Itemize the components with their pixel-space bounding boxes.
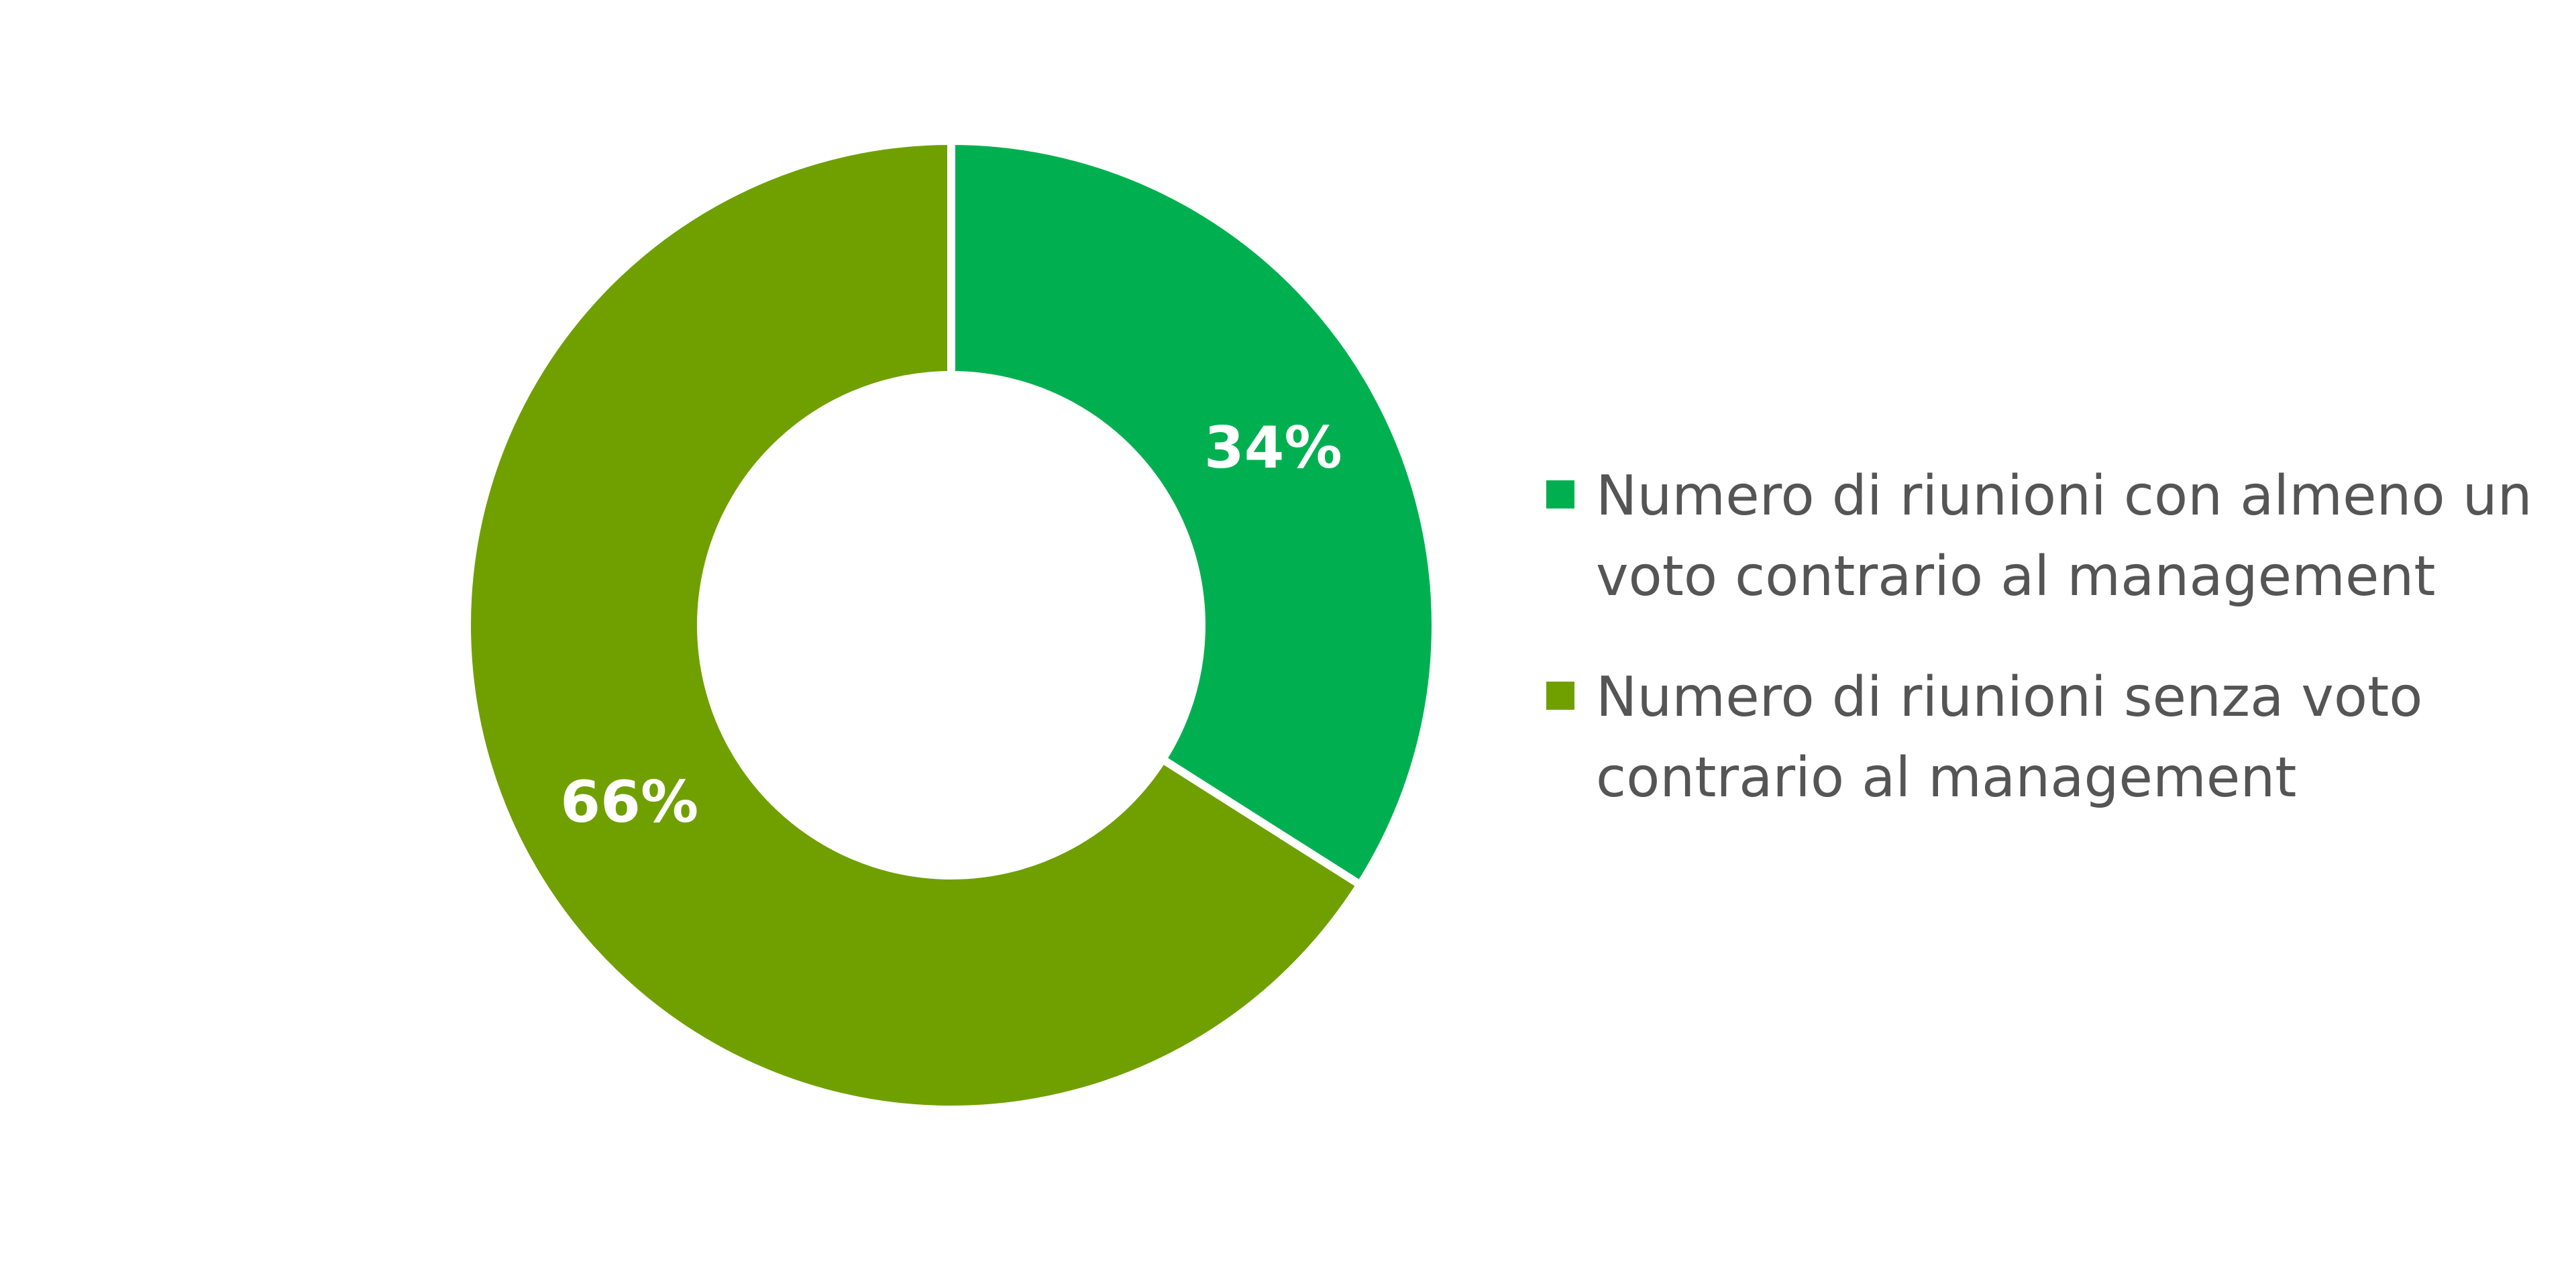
legend-item-without-contrary-vote: Numero di riunioni senza voto contrario …: [1546, 657, 2566, 818]
legend-swatch-with-contrary-vote: [1546, 480, 1574, 509]
slices-group: [463, 136, 1440, 1114]
slice-label-0: 34%: [1204, 415, 1342, 482]
donut-slice-1: [463, 136, 1366, 1114]
donut-slice-0: [947, 136, 1440, 891]
slice-labels-group: 34% 66%: [560, 415, 1342, 836]
legend-label-without-contrary-vote: Numero di riunioni senza voto contrario …: [1596, 665, 2423, 810]
legend-item-with-contrary-vote: Numero di riunioni con almeno un voto co…: [1546, 456, 2566, 617]
legend: Numero di riunioni con almeno un voto co…: [1546, 456, 2566, 859]
legend-swatch-without-contrary-vote: [1546, 682, 1574, 710]
slice-label-1: 66%: [560, 769, 698, 836]
legend-label-with-contrary-vote: Numero di riunioni con almeno un voto co…: [1596, 464, 2532, 608]
